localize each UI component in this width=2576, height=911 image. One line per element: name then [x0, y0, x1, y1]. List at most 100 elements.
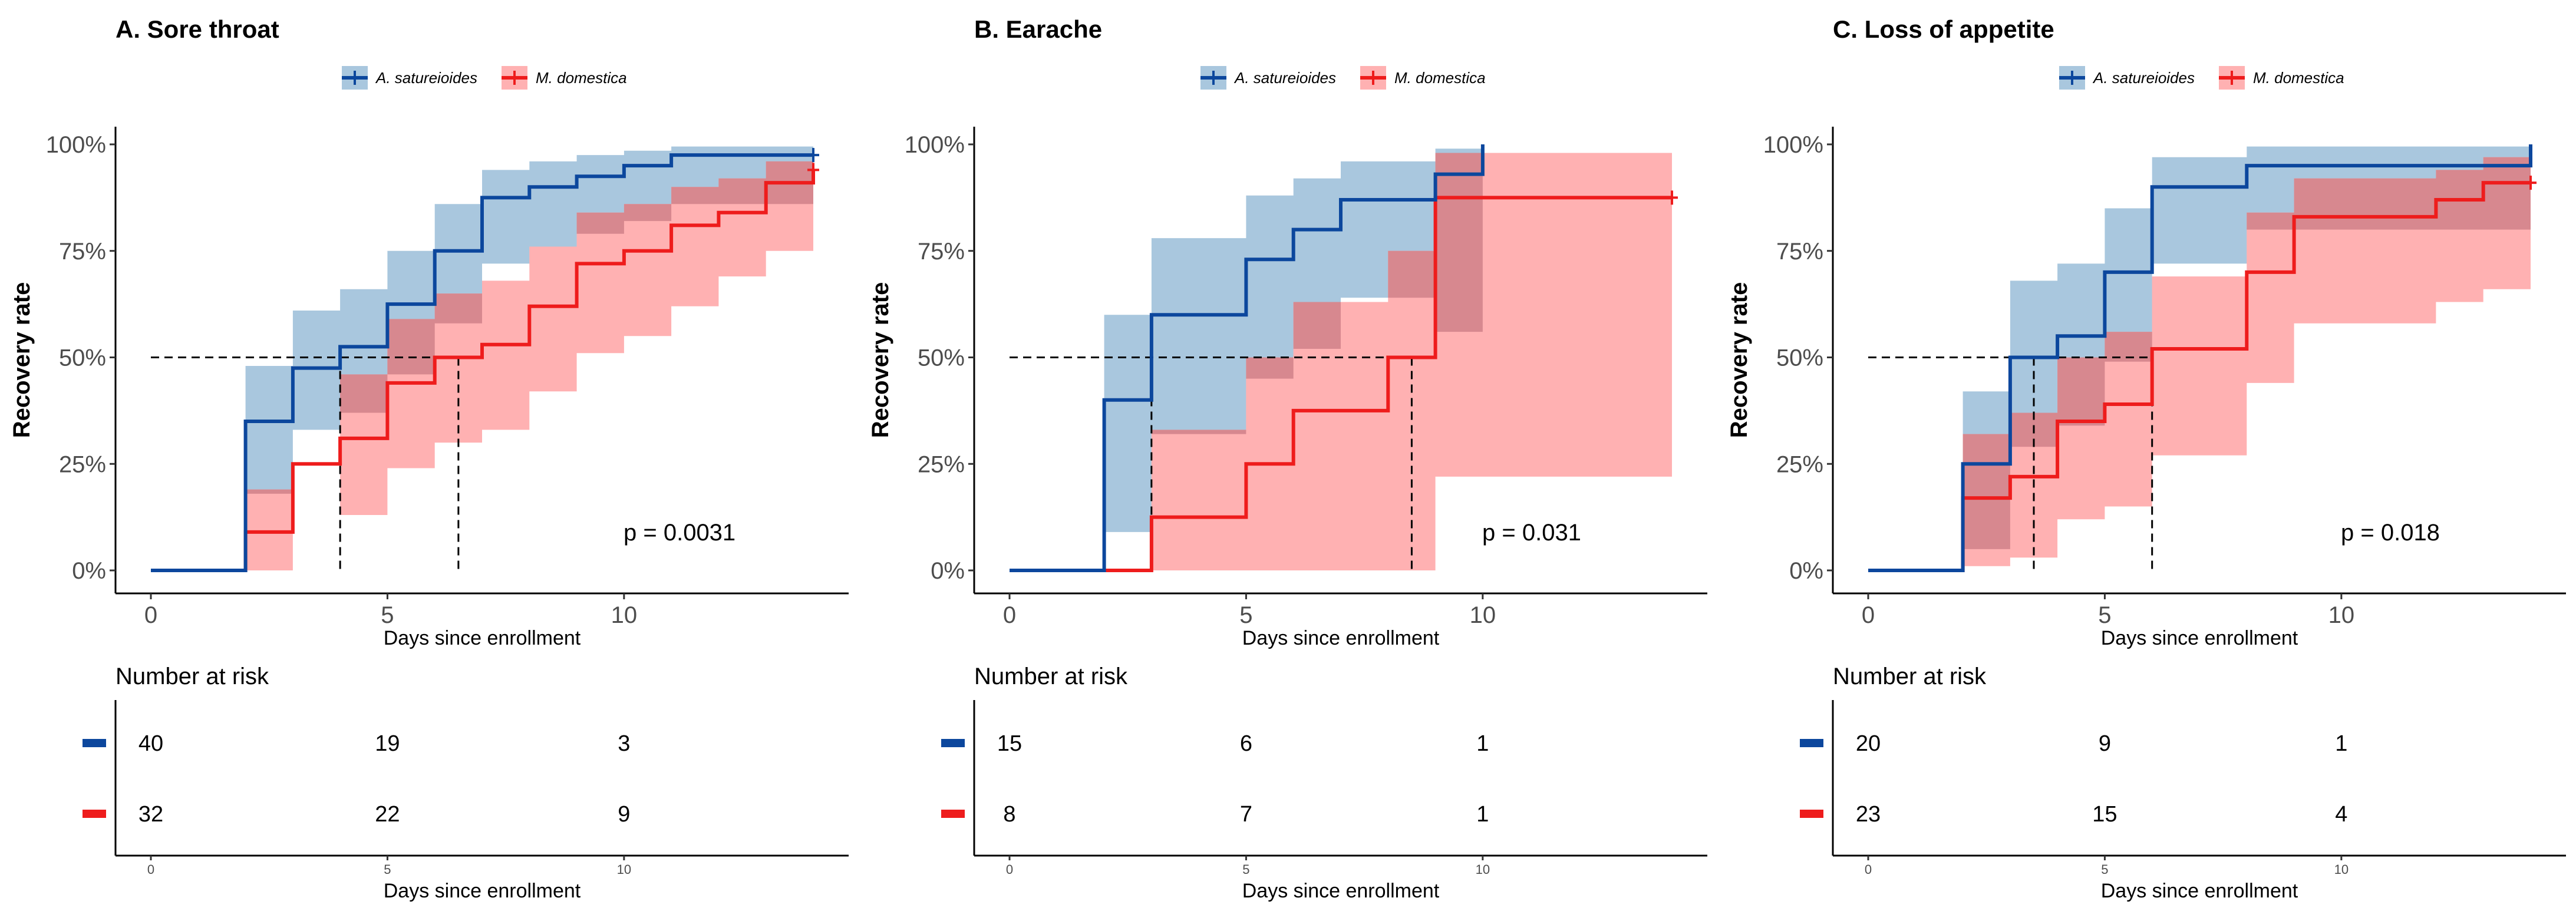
y-tick-label: 100% — [905, 132, 965, 158]
risk-row-key — [83, 810, 106, 818]
panel-title: B. Earache — [974, 15, 1102, 43]
risk-value: 8 — [1003, 802, 1015, 827]
p-value: p = 0.031 — [1482, 520, 1581, 546]
risk-row-key — [1800, 810, 1823, 818]
y-tick-label: 0% — [1789, 558, 1823, 584]
panel-c: C. Loss of appetite A. satureioides M. dom… — [1726, 15, 2566, 902]
y-tick-label: 100% — [1763, 132, 1823, 158]
risk-value: 32 — [138, 802, 163, 827]
risk-value: 3 — [618, 731, 630, 756]
y-axis-label: Recovery rate — [9, 282, 35, 438]
risk-x-tick-label: 5 — [2101, 862, 2108, 877]
x-tick-label: 10 — [1470, 602, 1496, 628]
y-tick-label: 0% — [72, 558, 106, 584]
y-tick-label: 75% — [918, 239, 965, 265]
risk-value: 20 — [1856, 731, 1881, 756]
y-tick-label: 50% — [918, 345, 965, 371]
risk-table-title: Number at risk — [116, 664, 269, 689]
km-curve-a-satureioides — [151, 153, 813, 572]
y-tick-label: 50% — [59, 345, 106, 371]
risk-value: 4 — [2335, 802, 2347, 827]
risk-value: 6 — [1240, 731, 1252, 756]
km-curve-m-domestica — [1868, 181, 2531, 572]
risk-x-tick-label: 5 — [1242, 862, 1249, 877]
y-tick-label: 75% — [59, 239, 106, 265]
x-axis-label: Days since enrollment — [1242, 627, 1440, 649]
risk-value: 19 — [375, 731, 400, 756]
y-tick-label: 75% — [1776, 239, 1823, 265]
risk-value: 7 — [1240, 802, 1252, 827]
risk-x-tick-label: 10 — [617, 862, 631, 877]
ci-band-m-domestica — [1010, 153, 1672, 570]
risk-value: 22 — [375, 802, 400, 827]
risk-value: 1 — [1476, 731, 1489, 756]
risk-x-axis-label: Days since enrollment — [384, 880, 581, 902]
km-curve-a-satureioides — [1868, 144, 2532, 572]
x-tick-label: 10 — [2328, 602, 2355, 628]
legend-label-a: A. satureioides — [1233, 69, 1336, 87]
legend-label-a: A. satureioides — [375, 69, 477, 87]
panel-b: B. Earache A. satureioides M. domestica 0% 2… — [868, 15, 1707, 902]
panel-a: A. Sore throat A. satureioides M. domestic… — [9, 15, 849, 902]
ci-band-m-domestica — [151, 157, 813, 570]
panel-title: C. Loss of appetite — [1833, 15, 2054, 43]
risk-table-title: Number at risk — [974, 664, 1128, 689]
risk-x-tick-label: 10 — [2334, 862, 2349, 877]
risk-value: 9 — [618, 802, 630, 827]
km-curve-m-domestica — [151, 170, 815, 572]
x-tick-label: 5 — [381, 602, 394, 628]
legend-label-b: M. domestica — [536, 69, 627, 87]
x-tick-label: 10 — [611, 602, 638, 628]
risk-value: 15 — [997, 731, 1022, 756]
x-tick-label: 5 — [1239, 602, 1252, 628]
y-axis-label: Recovery rate — [868, 282, 893, 438]
x-tick-label: 0 — [1003, 602, 1016, 628]
risk-value: 40 — [138, 731, 163, 756]
legend: A. satureioides M. domestica — [342, 66, 627, 90]
risk-x-tick-label: 0 — [147, 862, 154, 877]
x-axis-label: Days since enrollment — [384, 627, 581, 649]
legend-label-b: M. domestica — [1394, 69, 1486, 87]
risk-value: 15 — [2092, 802, 2117, 827]
risk-row-key — [83, 739, 106, 747]
legend: A. satureioides M. domestica — [1200, 66, 1486, 90]
risk-row-key — [1800, 739, 1823, 747]
panel-title: A. Sore throat — [116, 15, 279, 43]
risk-x-tick-label: 10 — [1476, 862, 1490, 877]
km-curve-a-satureioides — [1010, 144, 1485, 572]
risk-x-tick-label: 0 — [1006, 862, 1013, 877]
risk-x-axis-label: Days since enrollment — [2101, 880, 2298, 902]
plot-area — [151, 146, 819, 572]
legend: A. satureioides M. domestica — [2059, 66, 2344, 90]
x-axis-label: Days since enrollment — [2101, 627, 2298, 649]
legend-label-a: A. satureioides — [2092, 69, 2195, 87]
risk-row-key — [941, 739, 965, 747]
plot-area — [1868, 144, 2537, 572]
p-value: p = 0.0031 — [624, 520, 735, 546]
y-tick-label: 50% — [1776, 345, 1823, 371]
risk-x-tick-label: 0 — [1865, 862, 1872, 877]
risk-value: 1 — [1476, 802, 1489, 827]
risk-table: Number at risk 40 19 3 32 22 9 0 5 10 Days since e… — [83, 664, 849, 902]
risk-value: 1 — [2335, 731, 2347, 756]
x-tick-label: 0 — [1862, 602, 1875, 628]
y-tick-label: 25% — [59, 451, 106, 477]
risk-x-axis-label: Days since enrollment — [1242, 880, 1440, 902]
risk-x-tick-label: 5 — [384, 862, 391, 877]
km-curve-m-domestica — [1010, 196, 1672, 572]
risk-value: 23 — [1856, 802, 1881, 827]
y-tick-label: 0% — [931, 558, 965, 584]
risk-row-key — [941, 810, 965, 818]
y-tick-label: 25% — [1776, 451, 1823, 477]
plot-area — [1010, 144, 1678, 572]
legend-label-b: M. domestica — [2253, 69, 2344, 87]
risk-value: 9 — [2099, 731, 2111, 756]
p-value: p = 0.018 — [2341, 520, 2440, 546]
risk-table: Number at risk 20 9 1 23 15 4 0 5 10 Days since en… — [1800, 664, 2566, 902]
risk-table-title: Number at risk — [1833, 664, 1987, 689]
x-tick-label: 0 — [144, 602, 157, 628]
y-tick-label: 100% — [46, 132, 106, 158]
x-tick-label: 5 — [2098, 602, 2111, 628]
